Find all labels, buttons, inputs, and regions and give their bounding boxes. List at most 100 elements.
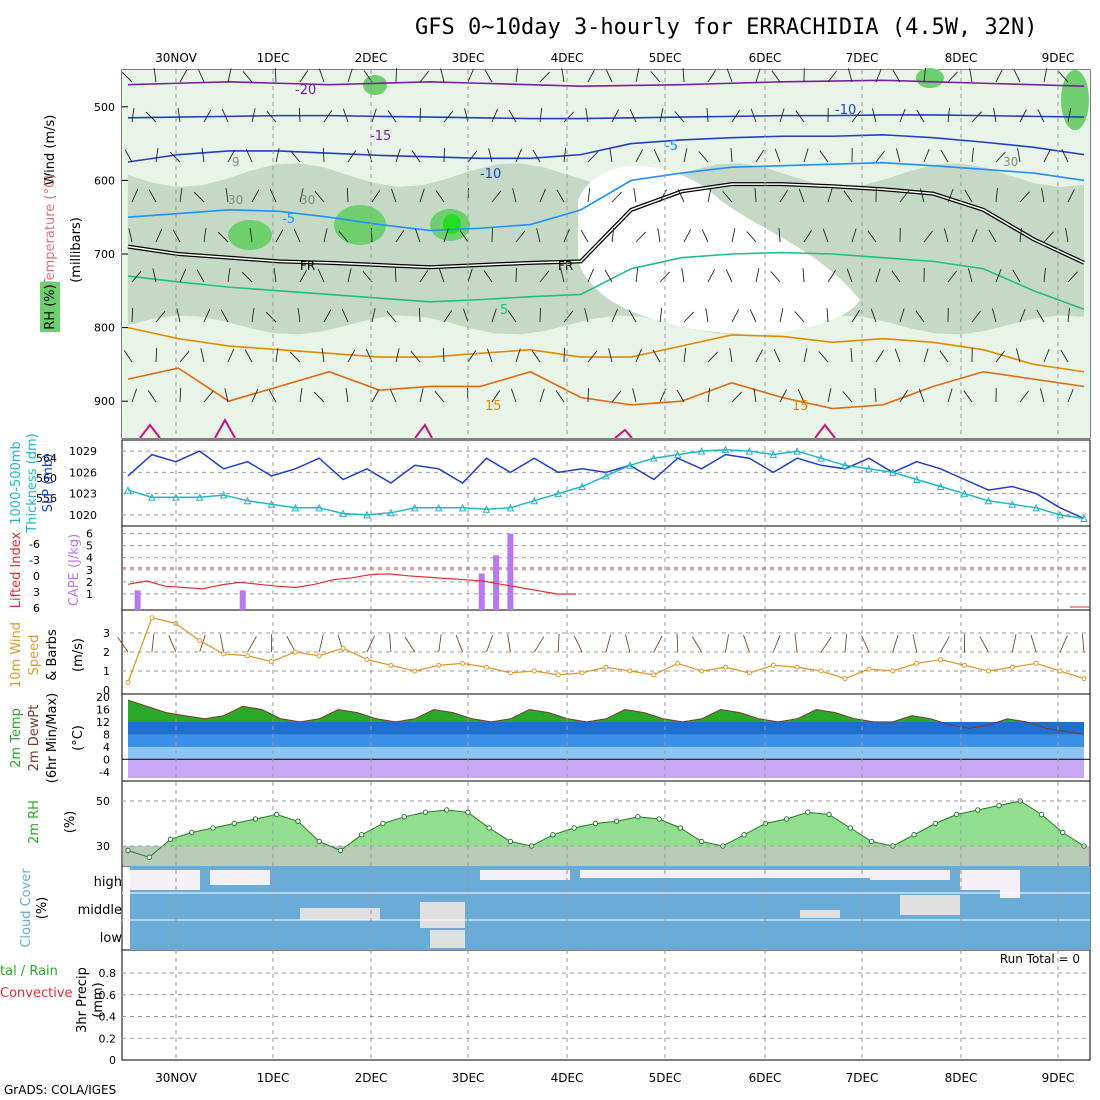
barb (635, 268, 639, 283)
barb (891, 270, 901, 283)
barb (515, 267, 517, 283)
barb (539, 188, 546, 203)
barb (635, 149, 643, 163)
wind-point (651, 672, 657, 678)
barb (611, 390, 622, 403)
barb (1039, 388, 1045, 403)
cloud-clear-5 (960, 870, 1000, 890)
barb (515, 148, 522, 163)
barb (539, 71, 551, 83)
freezing-line-inner (127, 183, 1085, 268)
barb (1058, 71, 1069, 83)
barb (443, 147, 445, 163)
rh-spot-0 (228, 220, 272, 250)
barb (510, 388, 517, 403)
wind-point (985, 668, 991, 674)
barb (323, 309, 332, 323)
barb (797, 389, 805, 403)
barb (347, 268, 352, 283)
label-t1: 2m Temp (9, 708, 24, 768)
wind-point (388, 662, 394, 668)
barb (730, 147, 733, 163)
rh-point (231, 820, 237, 827)
barb (587, 69, 595, 83)
barb (706, 107, 709, 123)
isotherm--5 (127, 161, 1085, 232)
wind-barb (151, 634, 155, 653)
label-w3: & Barbs (45, 629, 60, 681)
thickness-point (219, 490, 228, 499)
temp-band-4 (128, 746, 1084, 760)
label-p4: (mm) (91, 982, 106, 1017)
barb (484, 69, 493, 83)
barb (1067, 271, 1078, 283)
barb (850, 347, 853, 363)
barb (395, 148, 401, 163)
barb (580, 229, 589, 243)
cloud-gap-2 (430, 930, 465, 948)
contour-label-6: 5 (500, 303, 508, 318)
barb (539, 270, 550, 283)
barb (851, 310, 860, 323)
rh-line (127, 800, 1085, 858)
barb (707, 70, 716, 83)
barb (539, 307, 541, 323)
barb (193, 191, 205, 203)
barb (991, 308, 997, 323)
rh-point (507, 838, 514, 845)
label-slp: SLP (mb) (41, 454, 56, 513)
rh-base-band (123, 846, 1089, 866)
barb (131, 271, 142, 283)
thickness-point (793, 446, 802, 455)
barb (221, 109, 229, 123)
barb (726, 68, 733, 83)
thickness-point (745, 446, 754, 455)
rh-point (252, 816, 259, 822)
barb (843, 190, 853, 203)
barb (587, 188, 591, 203)
wind-point (1033, 660, 1039, 666)
wind-barb (438, 634, 442, 653)
wind-point (675, 660, 681, 666)
barb (870, 308, 877, 323)
barb (227, 68, 232, 83)
barb (317, 269, 325, 283)
barb (827, 70, 837, 83)
wind-point (125, 679, 131, 685)
rh-point (741, 832, 747, 838)
barb (632, 388, 637, 403)
barb (491, 108, 498, 123)
barb (683, 229, 691, 243)
label-rh: RH (%) (43, 284, 58, 329)
barb (755, 150, 764, 163)
barb (971, 148, 974, 163)
barb (822, 228, 829, 243)
rh-point (358, 832, 365, 838)
rh-point (380, 820, 386, 827)
isotherm-10 (127, 326, 1085, 373)
barb (773, 349, 781, 363)
cloud-gap-0 (300, 908, 380, 920)
contour-label-0: -20 (295, 83, 316, 98)
barb (273, 268, 277, 283)
thick-tick-564: 564 (36, 452, 57, 465)
barb (512, 188, 517, 203)
thickness-point (936, 482, 945, 491)
barb (971, 310, 981, 323)
barb (587, 350, 598, 363)
wind-point (794, 664, 800, 670)
barb (1061, 149, 1069, 163)
barb (539, 108, 543, 123)
wind-tick-0: 0 (103, 684, 110, 697)
wind-barb (820, 636, 832, 653)
barb (155, 229, 163, 243)
thickness-point (769, 450, 778, 459)
barb (297, 308, 301, 323)
barb (515, 68, 519, 83)
barb (874, 387, 877, 403)
bottom-date-9dec: 9DEC (1042, 1071, 1075, 1085)
label-t4: (°C) (71, 725, 86, 751)
barb (1019, 191, 1030, 203)
cape-bar-0 (134, 590, 141, 611)
barb (176, 308, 181, 323)
